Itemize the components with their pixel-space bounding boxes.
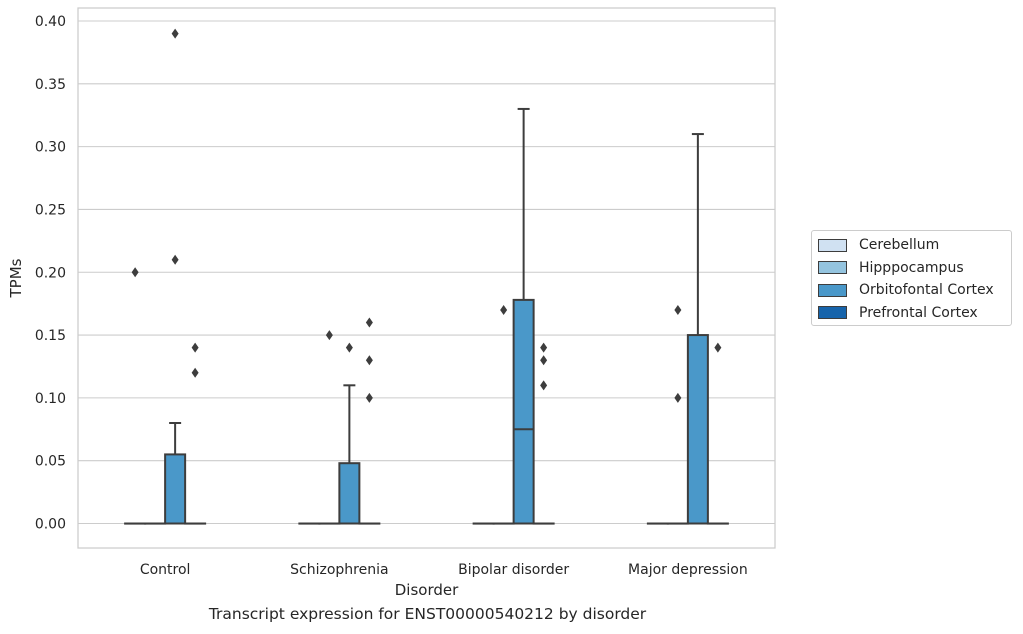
y-tick-label: 0.35 <box>35 77 66 93</box>
outlier-point <box>365 317 373 328</box>
x-tick-label: Bipolar disorder <box>458 562 569 578</box>
legend: Cerebellum Hipppocampus Orbitofontal Corte… <box>811 230 1012 326</box>
y-axis-ticks: 0.00 0.05 0.10 0.15 0.20 0.25 0.30 0.35 0.40 <box>35 14 66 533</box>
outlier-point <box>540 380 548 391</box>
outlier-point <box>171 28 179 39</box>
outlier-point <box>191 367 199 378</box>
y-tick-label: 0.40 <box>35 14 66 30</box>
legend-swatch <box>818 238 847 252</box>
outlier-point <box>325 330 333 341</box>
x-tick-label: Major depression <box>628 562 748 578</box>
outlier-point <box>191 342 199 353</box>
legend-item: Orbitofontal Cortex <box>818 280 994 300</box>
legend-label: Prefrontal Cortex <box>859 304 978 321</box>
x-axis-ticks: Control Schizophrenia Bipolar disorder Majo… <box>140 562 748 578</box>
outlier-point <box>540 342 548 353</box>
outlier-point <box>674 392 682 403</box>
chart-title: Transcript expression for ENST0000054021… <box>208 605 647 623</box>
y-tick-label: 0.05 <box>35 454 66 470</box>
outlier-point <box>131 267 139 278</box>
outlier-point <box>540 355 548 366</box>
legend-label: Orbitofontal Cortex <box>859 282 994 298</box>
boxes <box>124 107 729 525</box>
legend-swatch <box>818 306 847 319</box>
y-tick-label: 0.15 <box>35 328 66 344</box>
x-tick-label: Schizophrenia <box>290 562 388 578</box>
y-tick-label: 0.30 <box>35 140 66 156</box>
box-orbitofontal-cortex-2 <box>512 107 535 525</box>
box-orbitofontal-cortex-1 <box>338 384 361 525</box>
outlier-point <box>674 304 682 315</box>
legend-swatch <box>818 261 847 274</box>
outlier-point <box>171 254 179 265</box>
box-body <box>686 334 709 525</box>
y-tick-label: 0.25 <box>35 202 66 218</box>
box-body <box>164 453 187 525</box>
outlier-point <box>345 342 353 353</box>
outlier-point <box>500 304 508 315</box>
box-body <box>338 462 361 525</box>
outliers <box>131 28 722 403</box>
plot-area <box>77 7 776 549</box>
legend-swatch <box>818 283 847 297</box>
outlier-point <box>365 392 373 403</box>
legend-item: Cerebellum <box>818 235 939 255</box>
legend-label: Hipppocampus <box>859 259 964 276</box>
y-axis-label: TPMs <box>7 258 25 298</box>
y-tick-label: 0.20 <box>35 265 66 281</box>
y-tick-label: 0.10 <box>35 391 66 407</box>
legend-label: Cerebellum <box>859 237 940 253</box>
legend-item: Hipppocampus <box>818 258 964 278</box>
x-axis-label: Disorder <box>395 581 459 599</box>
box-body <box>512 298 535 525</box>
outlier-point <box>714 342 722 353</box>
legend-item: Prefrontal Cortex <box>818 303 978 323</box>
box-orbitofontal-cortex-0 <box>164 422 187 525</box>
y-tick-label: 0.00 <box>35 517 66 533</box>
outlier-point <box>365 355 373 366</box>
box-orbitofontal-cortex-3 <box>686 133 709 525</box>
x-tick-label: Control <box>140 562 191 578</box>
